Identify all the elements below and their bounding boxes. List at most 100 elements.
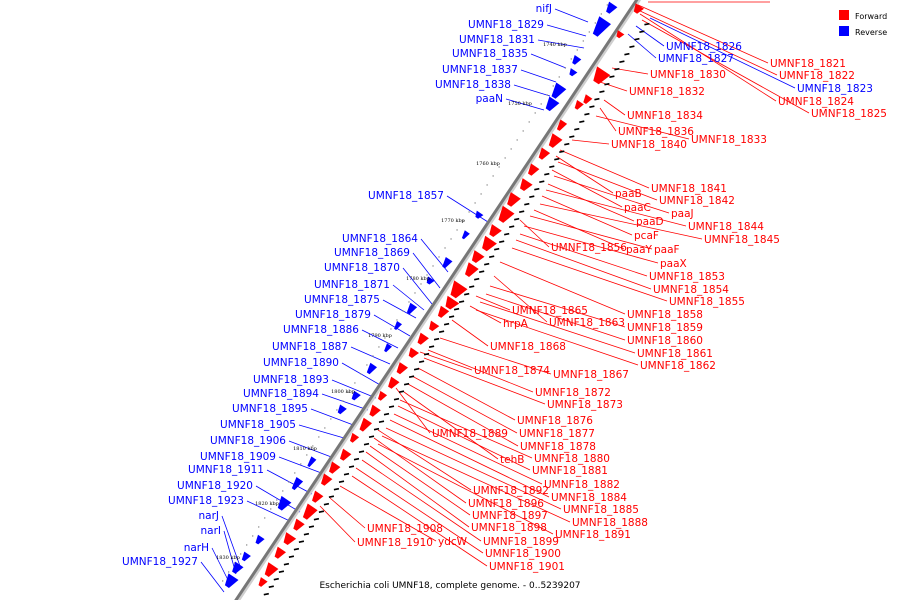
ruler-dot xyxy=(294,472,296,474)
reverse-label-umnf18-1879: UMNF18_1879 xyxy=(295,309,371,321)
forward-gene-feature xyxy=(471,250,485,263)
leader-line xyxy=(519,233,648,277)
forward-label-umnf18-1833: UMNF18_1833 xyxy=(691,134,767,146)
reverse-gene-feature xyxy=(545,96,560,112)
ruler-dot xyxy=(480,193,482,195)
ruler-dot xyxy=(360,373,362,375)
ruler-dot xyxy=(570,58,572,60)
feature-tick xyxy=(499,240,505,243)
legend-reverse-swatch xyxy=(839,26,849,36)
leader-line xyxy=(361,329,399,349)
feature-tick xyxy=(343,472,350,476)
reverse-gene-feature xyxy=(224,573,239,588)
ruler-dot xyxy=(426,274,428,276)
feature-tick xyxy=(328,495,335,498)
reverse-gene-feature xyxy=(569,68,578,77)
reverse-gene-feature xyxy=(255,534,265,545)
feature-tick xyxy=(313,517,320,521)
tick-label-1750-kbp: 1750 kbp xyxy=(508,101,532,107)
feature-tick xyxy=(448,315,455,318)
reverse-label-umnf18-1864: UMNF18_1864 xyxy=(342,233,418,245)
ruler-dot xyxy=(330,418,332,420)
feature-tick xyxy=(368,435,375,438)
ruler-dot xyxy=(600,13,602,15)
leader-line xyxy=(539,203,703,240)
reverse-label-umnf18-1893: UMNF18_1893 xyxy=(253,374,329,386)
leader-line xyxy=(523,225,659,264)
leader-line xyxy=(513,84,551,97)
leader-line xyxy=(411,375,518,434)
forward-label-umnf18-1844: UMNF18_1844 xyxy=(688,221,764,233)
forward-gene-feature xyxy=(593,66,611,85)
forward-label-umnf18-1881: UMNF18_1881 xyxy=(532,465,608,477)
leader-line xyxy=(389,419,550,498)
feature-tick xyxy=(614,67,620,71)
leader-line xyxy=(469,305,502,324)
ruler-dot xyxy=(534,112,536,114)
ruler-dot xyxy=(396,319,398,321)
feature-tick xyxy=(509,225,515,228)
forward-label-umnf18-1876: UMNF18_1876 xyxy=(517,415,593,427)
forward-gene-feature xyxy=(396,362,408,375)
leader-line xyxy=(515,239,652,290)
feature-tick xyxy=(629,45,635,48)
ruler-dot xyxy=(378,346,380,348)
ruler-dot xyxy=(522,130,524,132)
forward-gene-feature xyxy=(538,147,551,160)
ruler-dot xyxy=(240,553,242,555)
forward-gene-feature xyxy=(437,305,450,318)
reverse-label-umnf18-1837: UMNF18_1837 xyxy=(442,64,518,76)
ruler-dot xyxy=(540,103,542,105)
leader-line xyxy=(377,429,472,491)
leader-line xyxy=(499,261,626,315)
leader-line xyxy=(377,443,554,535)
leader-line xyxy=(403,391,499,460)
forward-gene-feature xyxy=(556,119,568,131)
ruler-dot xyxy=(408,301,410,303)
forward-label-umnf18-1834: UMNF18_1834 xyxy=(627,110,703,122)
forward-label-umnf18-1877: UMNF18_1877 xyxy=(519,428,595,440)
leader-line xyxy=(392,284,425,311)
reverse-gene-feature xyxy=(442,257,453,269)
leader-line xyxy=(475,309,639,366)
forward-label-paax: paaX xyxy=(660,258,687,270)
reverse-gene-feature xyxy=(241,551,251,562)
reverse-label-umnf18-1831: UMNF18_1831 xyxy=(459,34,535,46)
ruler-dot xyxy=(450,238,452,240)
leader-line xyxy=(551,169,623,208)
ruler-dot xyxy=(324,427,326,429)
leader-line xyxy=(373,437,467,504)
leader-line xyxy=(541,195,633,236)
ruler-dot xyxy=(348,391,350,393)
reverse-gene-feature xyxy=(606,1,618,14)
leader-line xyxy=(412,252,441,289)
leader-line xyxy=(545,189,687,227)
ruler-dot xyxy=(498,166,500,168)
leader-line xyxy=(451,319,489,347)
forward-gene-feature xyxy=(520,178,533,191)
feature-tick xyxy=(594,97,600,101)
ruler-dot xyxy=(582,40,584,42)
ruler-dot xyxy=(504,157,506,159)
forward-label-umnf18-1841: UMNF18_1841 xyxy=(651,183,727,195)
feature-tick xyxy=(484,262,490,266)
forward-label-tehb: tehB xyxy=(500,454,524,466)
forward-label-umnf18-1896: UMNF18_1896 xyxy=(468,498,544,510)
leader-line xyxy=(321,393,369,411)
ruler-dot xyxy=(438,256,440,258)
leader-line xyxy=(511,247,668,302)
forward-label-umnf18-1888: UMNF18_1888 xyxy=(572,517,648,529)
reverse-gene-feature xyxy=(572,55,582,65)
ruler-dot xyxy=(468,211,470,213)
reverse-label-umnf18-1871: UMNF18_1871 xyxy=(314,279,390,291)
legend-reverse-label: Reverse xyxy=(855,28,887,37)
leader-line xyxy=(369,445,471,516)
leader-line xyxy=(266,469,313,495)
feature-tick xyxy=(293,547,300,551)
forward-label-umnf18-1853: UMNF18_1853 xyxy=(649,271,725,283)
leader-line xyxy=(635,3,769,64)
forward-gene-feature xyxy=(574,100,584,110)
forward-gene-feature xyxy=(274,546,286,559)
feature-tick xyxy=(458,300,465,303)
forward-gene-feature xyxy=(329,461,341,474)
